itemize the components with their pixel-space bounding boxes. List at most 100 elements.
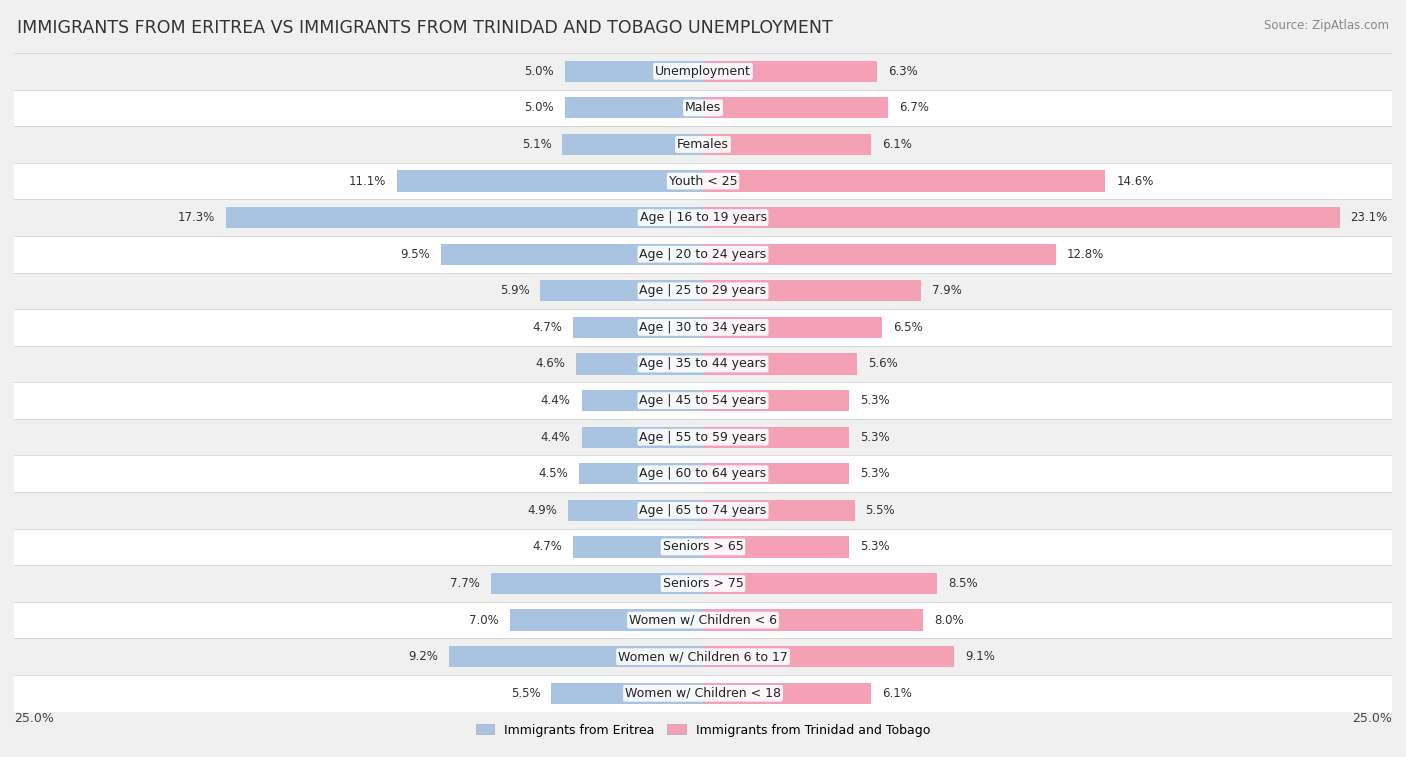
Text: 6.1%: 6.1% [882, 138, 912, 151]
Text: 5.1%: 5.1% [522, 138, 551, 151]
Bar [491, 573, 703, 594]
Bar [14, 163, 1392, 199]
Bar [576, 354, 703, 375]
Text: 8.0%: 8.0% [935, 614, 965, 627]
Bar [703, 646, 953, 668]
Bar [703, 244, 1056, 265]
Text: Women w/ Children < 6: Women w/ Children < 6 [628, 614, 778, 627]
Text: Unemployment: Unemployment [655, 65, 751, 78]
Bar [14, 273, 1392, 309]
Text: 7.9%: 7.9% [932, 285, 962, 298]
Bar [510, 609, 703, 631]
Bar [574, 316, 703, 338]
Text: 4.5%: 4.5% [538, 467, 568, 480]
Text: 5.3%: 5.3% [860, 540, 890, 553]
Bar [14, 382, 1392, 419]
Text: 17.3%: 17.3% [179, 211, 215, 224]
Text: 9.5%: 9.5% [401, 248, 430, 260]
Text: 5.9%: 5.9% [499, 285, 530, 298]
Text: 6.5%: 6.5% [893, 321, 922, 334]
Bar [565, 61, 703, 82]
Text: Source: ZipAtlas.com: Source: ZipAtlas.com [1264, 19, 1389, 32]
Text: Age | 35 to 44 years: Age | 35 to 44 years [640, 357, 766, 370]
Text: IMMIGRANTS FROM ERITREA VS IMMIGRANTS FROM TRINIDAD AND TOBAGO UNEMPLOYMENT: IMMIGRANTS FROM ERITREA VS IMMIGRANTS FR… [17, 19, 832, 37]
Bar [226, 207, 703, 229]
Text: Seniors > 75: Seniors > 75 [662, 577, 744, 590]
Bar [14, 456, 1392, 492]
Bar [14, 53, 1392, 89]
Bar [14, 419, 1392, 456]
Text: 4.9%: 4.9% [527, 504, 557, 517]
Bar [396, 170, 703, 192]
Bar [14, 675, 1392, 712]
Text: 4.7%: 4.7% [533, 540, 562, 553]
Bar [14, 528, 1392, 565]
Bar [703, 390, 849, 411]
Text: Women w/ Children 6 to 17: Women w/ Children 6 to 17 [619, 650, 787, 663]
Bar [540, 280, 703, 301]
Bar [703, 207, 1340, 229]
Text: 4.4%: 4.4% [541, 431, 571, 444]
Text: Age | 65 to 74 years: Age | 65 to 74 years [640, 504, 766, 517]
Bar [703, 134, 872, 155]
Legend: Immigrants from Eritrea, Immigrants from Trinidad and Tobago: Immigrants from Eritrea, Immigrants from… [471, 718, 935, 742]
Bar [703, 354, 858, 375]
Bar [14, 602, 1392, 638]
Bar [703, 97, 887, 119]
Text: Females: Females [678, 138, 728, 151]
Text: Age | 25 to 29 years: Age | 25 to 29 years [640, 285, 766, 298]
Bar [14, 89, 1392, 126]
Text: 7.7%: 7.7% [450, 577, 479, 590]
Text: 14.6%: 14.6% [1116, 175, 1154, 188]
Text: Seniors > 65: Seniors > 65 [662, 540, 744, 553]
Text: Age | 45 to 54 years: Age | 45 to 54 years [640, 394, 766, 407]
Text: Males: Males [685, 101, 721, 114]
Bar [450, 646, 703, 668]
Bar [582, 390, 703, 411]
Text: 5.3%: 5.3% [860, 467, 890, 480]
Bar [703, 609, 924, 631]
Bar [565, 97, 703, 119]
Text: Age | 20 to 24 years: Age | 20 to 24 years [640, 248, 766, 260]
Bar [582, 426, 703, 448]
Bar [703, 463, 849, 484]
Bar [703, 61, 876, 82]
Text: 8.5%: 8.5% [948, 577, 979, 590]
Bar [703, 170, 1105, 192]
Text: 6.7%: 6.7% [898, 101, 928, 114]
Bar [703, 683, 872, 704]
Text: Youth < 25: Youth < 25 [669, 175, 737, 188]
Text: 5.3%: 5.3% [860, 394, 890, 407]
Text: 6.3%: 6.3% [887, 65, 917, 78]
Bar [703, 426, 849, 448]
Text: Age | 60 to 64 years: Age | 60 to 64 years [640, 467, 766, 480]
Bar [551, 683, 703, 704]
Bar [703, 316, 882, 338]
Text: Age | 16 to 19 years: Age | 16 to 19 years [640, 211, 766, 224]
Text: 4.6%: 4.6% [536, 357, 565, 370]
Bar [703, 500, 855, 521]
Bar [568, 500, 703, 521]
Bar [14, 638, 1392, 675]
Bar [441, 244, 703, 265]
Text: 5.0%: 5.0% [524, 101, 554, 114]
Text: Women w/ Children < 18: Women w/ Children < 18 [626, 687, 780, 699]
Text: 4.7%: 4.7% [533, 321, 562, 334]
Text: 5.0%: 5.0% [524, 65, 554, 78]
Bar [14, 236, 1392, 273]
Bar [562, 134, 703, 155]
Bar [574, 536, 703, 558]
Bar [703, 573, 938, 594]
Text: 5.3%: 5.3% [860, 431, 890, 444]
Bar [14, 492, 1392, 528]
Bar [579, 463, 703, 484]
Text: 25.0%: 25.0% [14, 712, 53, 725]
Bar [14, 199, 1392, 236]
Bar [14, 126, 1392, 163]
Text: 5.6%: 5.6% [869, 357, 898, 370]
Text: Age | 30 to 34 years: Age | 30 to 34 years [640, 321, 766, 334]
Text: 5.5%: 5.5% [866, 504, 896, 517]
Text: 9.2%: 9.2% [409, 650, 439, 663]
Text: 6.1%: 6.1% [882, 687, 912, 699]
Text: 25.0%: 25.0% [1353, 712, 1392, 725]
